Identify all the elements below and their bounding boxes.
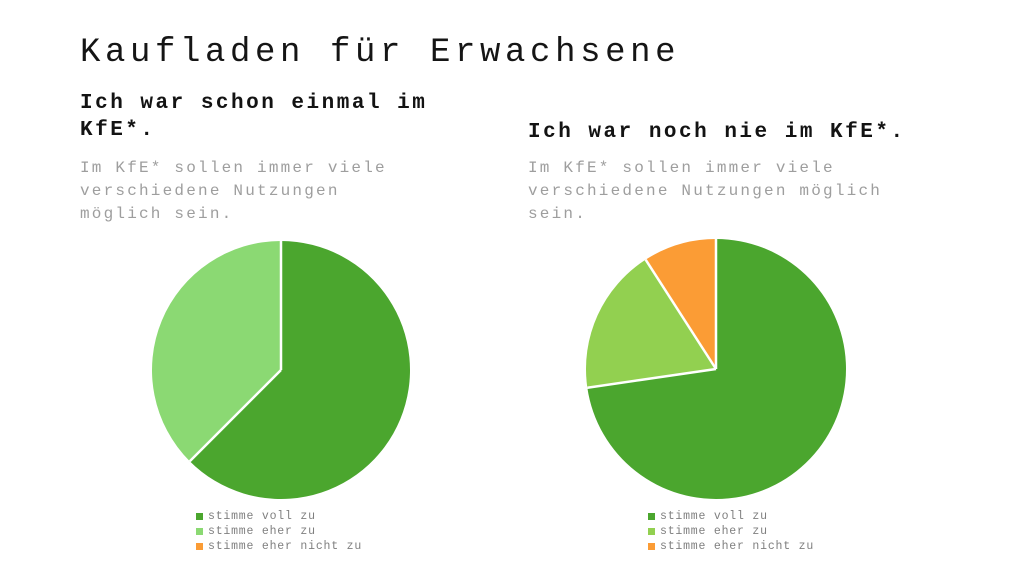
pie-svg [152, 241, 410, 500]
legend-item: stimme eher nicht zu [648, 539, 814, 554]
legend-swatch-icon [648, 528, 655, 535]
legend-label: stimme voll zu [660, 510, 768, 523]
chart-subtitle-right: Im KfE* sollen immer viele verschiedene … [528, 159, 883, 223]
legend-swatch-icon [196, 513, 203, 520]
legend-label: stimme eher zu [208, 525, 316, 538]
pie-slice-1 [152, 241, 281, 462]
slice-divider [587, 367, 717, 389]
legend-label: stimme eher nicht zu [208, 540, 363, 553]
legend-swatch-icon [196, 528, 203, 535]
pie-slice-1 [586, 259, 716, 388]
page-title: Kaufladen für Erwachsene [80, 34, 681, 72]
legend-label: stimme eher nicht zu [660, 540, 815, 553]
slice-divider [644, 259, 718, 370]
legend-swatch-icon [196, 543, 203, 550]
legend-right: stimme voll zu stimme eher zu stimme eher … [648, 509, 814, 554]
legend-item: stimme voll zu [196, 509, 362, 524]
legend-label: stimme eher zu [660, 525, 768, 538]
legend-item: stimme voll zu [648, 509, 814, 524]
pie-chart-right [584, 237, 848, 501]
pie-chart-left [149, 238, 413, 502]
chart-heading-left: Ich war schon einmal im KfE*. [80, 92, 428, 142]
pie-slice-0 [189, 241, 410, 500]
chart-heading-right: Ich war noch nie im KfE*. [528, 121, 906, 144]
legend-swatch-icon [648, 513, 655, 520]
pie-svg [586, 239, 846, 499]
chart-subtitle-left: Im KfE* sollen immer viele verschiedene … [80, 159, 387, 223]
legend-left: stimme voll zu stimme eher zu stimme eher … [196, 509, 362, 554]
slice-divider [188, 369, 282, 463]
legend-label: stimme voll zu [208, 510, 316, 523]
legend-swatch-icon [648, 543, 655, 550]
legend-item: stimme eher nicht zu [196, 539, 362, 554]
legend-item: stimme eher zu [648, 524, 814, 539]
pie-slice-2 [645, 239, 716, 369]
legend-item: stimme eher zu [196, 524, 362, 539]
